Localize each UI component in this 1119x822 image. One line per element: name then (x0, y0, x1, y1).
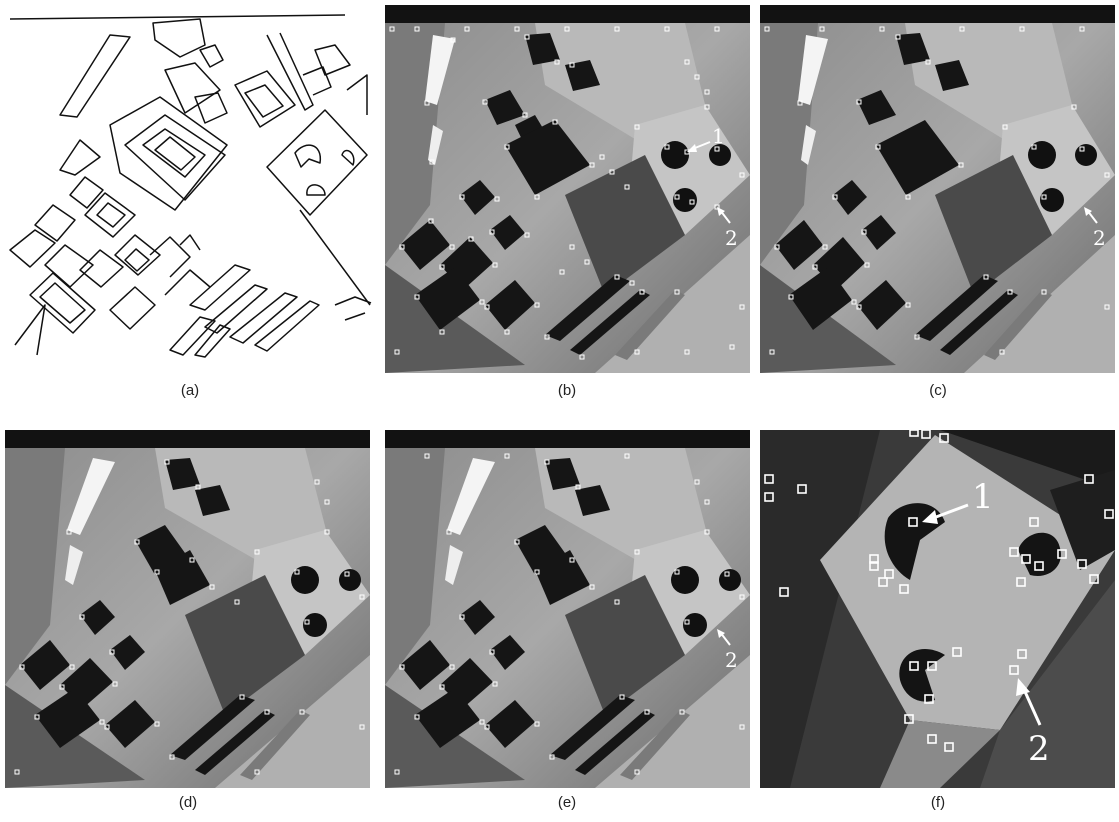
arrow-label-2: 2 (1016, 678, 1050, 769)
svg-text:2: 2 (725, 226, 738, 250)
svg-text:2: 2 (725, 648, 738, 672)
panel-d (5, 430, 370, 788)
svg-text:1: 1 (712, 124, 725, 148)
panel-b: 1 2 (385, 5, 750, 373)
caption-b: (b) (557, 382, 577, 399)
arrow-label-1: 1 (687, 124, 725, 152)
panel-e: 2 (385, 430, 750, 788)
caption-d: (d) (178, 794, 198, 811)
svg-text:1: 1 (972, 477, 994, 517)
svg-text:2: 2 (1028, 729, 1050, 769)
edge-map-image (5, 5, 375, 373)
corner-image: 1 2 (385, 5, 750, 373)
corner-image: 2 (760, 5, 1115, 373)
zoomed-corner-image: 1 2 (760, 430, 1115, 788)
panel-c: 2 (760, 5, 1115, 373)
caption-e: (e) (557, 794, 577, 811)
caption-f: (f) (930, 794, 946, 811)
svg-text:2: 2 (1093, 226, 1106, 250)
arrow-label-1: 1 (922, 477, 994, 524)
corner-image (5, 430, 370, 788)
panel-f: 1 2 (760, 430, 1115, 788)
arrow-label-2: 2 (717, 629, 738, 672)
arrow-label-2: 2 (717, 207, 738, 250)
corner-image: 2 (385, 430, 750, 788)
caption-c: (c) (929, 382, 947, 399)
panel-a (5, 5, 375, 373)
caption-a: (a) (180, 382, 200, 399)
arrow-label-2: 2 (1084, 207, 1106, 250)
